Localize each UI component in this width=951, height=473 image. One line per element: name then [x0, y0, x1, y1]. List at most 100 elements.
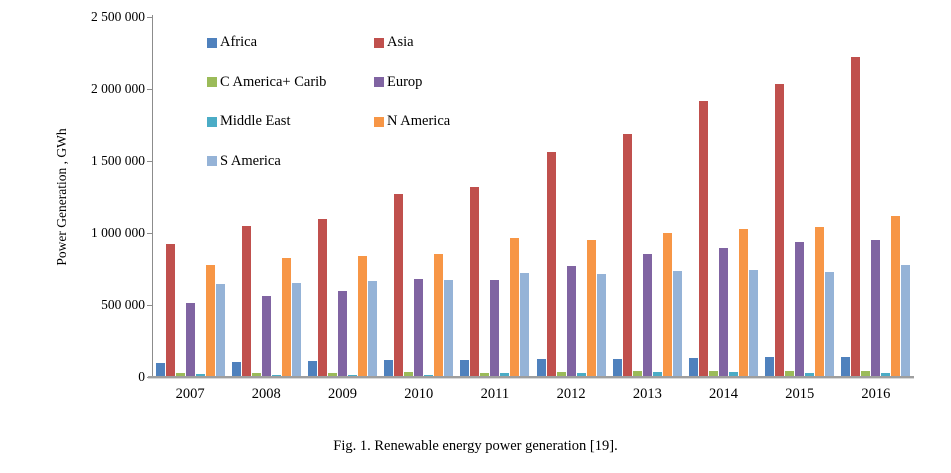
- bar-europ-2014: [719, 248, 729, 377]
- x-axis-labels: 2007 2008 2009 2010 2011 2012 2013 2014 2015 2016: [152, 386, 914, 403]
- bar-europ-2016: [871, 240, 881, 377]
- y-tick-mark: [147, 17, 153, 18]
- legend-item-n-america: N America: [374, 113, 594, 130]
- legend-swatch-s-america: [207, 156, 217, 166]
- bar-s-america-2010: [444, 279, 454, 377]
- bar-africa-2013: [612, 358, 622, 377]
- bar-middle-east-2016: [881, 372, 891, 377]
- bar-group-2012: [533, 17, 609, 377]
- bar-middle-east-2013: [652, 372, 662, 377]
- bar-n-america-2015: [815, 227, 825, 377]
- bar-asia-2011: [470, 186, 480, 377]
- bar-c-america-carib-2013: [632, 370, 642, 377]
- bar-middle-east-2008: [271, 374, 281, 377]
- bar-group-2014: [685, 17, 761, 377]
- bar-middle-east-2015: [805, 373, 815, 377]
- legend: Africa Asia C America+ Carib Europ Middle Ea…: [207, 34, 594, 192]
- bar-middle-east-2014: [729, 371, 739, 377]
- bar-n-america-2016: [891, 215, 901, 377]
- bar-c-america-carib-2012: [556, 371, 566, 377]
- legend-swatch-europ: [374, 77, 384, 87]
- x-tick-label-2011: 2011: [480, 386, 510, 402]
- bar-europ-2010: [414, 279, 424, 377]
- y-axis-line: [152, 15, 153, 377]
- bar-africa-2010: [384, 360, 394, 377]
- bar-middle-east-2011: [500, 373, 510, 377]
- bar-asia-2015: [775, 83, 785, 377]
- bar-asia-2016: [851, 57, 861, 377]
- bar-asia-2007: [165, 243, 175, 377]
- bar-c-america-carib-2011: [480, 372, 490, 377]
- legend-swatch-middle-east: [207, 116, 217, 127]
- legend-item-middle-east: Middle East: [207, 113, 374, 130]
- legend-swatch-n-america: [374, 116, 384, 127]
- bar-middle-east-2007: [195, 373, 205, 377]
- bar-middle-east-2012: [576, 373, 586, 377]
- bar-n-america-2008: [281, 258, 291, 377]
- y-tick-mark: [147, 305, 153, 306]
- bar-s-america-2008: [291, 283, 301, 377]
- legend-label: Asia: [387, 34, 414, 50]
- bar-africa-2007: [155, 362, 165, 377]
- bar-africa-2015: [765, 357, 775, 377]
- legend-swatch-africa: [207, 37, 217, 48]
- bar-n-america-2012: [586, 240, 596, 377]
- y-tick-label: 1 000 000: [91, 225, 145, 240]
- bar-group-2008: [228, 17, 304, 377]
- bar-s-america-2009: [368, 281, 377, 377]
- bar-europ-2007: [185, 302, 195, 377]
- bar-s-america-2013: [672, 271, 682, 377]
- x-tick-label-2007: 2007: [175, 386, 205, 402]
- legend-item-europ: Europ: [374, 74, 594, 91]
- legend-label: S America: [220, 152, 281, 169]
- bar-group-2015: [762, 17, 838, 377]
- x-axis-line: [148, 376, 914, 379]
- bar-africa-2016: [841, 356, 851, 377]
- bar-africa-2011: [460, 360, 470, 377]
- bar-asia-2010: [394, 194, 404, 377]
- bar-africa-2012: [536, 359, 546, 377]
- bar-group-2011: [457, 17, 533, 377]
- legend-item-s-america: S America: [207, 153, 374, 170]
- legend-item-asia: Asia: [374, 34, 594, 51]
- bar-europ-2009: [338, 291, 347, 377]
- x-tick-label-2016: 2016: [861, 386, 891, 402]
- bar-s-america-2007: [215, 284, 225, 377]
- legend-item-africa: Africa: [207, 34, 374, 51]
- legend-item-c-america-carib: C America+ Carib: [207, 74, 374, 91]
- bar-asia-2009: [318, 218, 327, 377]
- y-tick-mark: [147, 89, 153, 90]
- bar-europ-2011: [490, 279, 500, 377]
- bar-group-2010: [381, 17, 457, 377]
- legend-label: N America: [387, 113, 451, 129]
- y-tick-label: 0: [138, 369, 145, 384]
- legend-label: Africa: [220, 34, 258, 50]
- bar-c-america-carib-2007: [175, 373, 185, 377]
- bar-group-2009: [304, 17, 380, 377]
- y-tick-label: 2 000 000: [91, 81, 145, 96]
- y-tick-mark: [147, 161, 153, 162]
- bar-s-america-2014: [749, 270, 759, 377]
- bar-n-america-2007: [205, 265, 215, 377]
- bar-c-america-carib-2014: [709, 370, 719, 377]
- y-tick-mark: [147, 233, 153, 234]
- y-axis-title: Power Generation , GWh: [54, 128, 69, 266]
- bar-s-america-2016: [901, 264, 911, 377]
- legend-label: C America+ Carib: [220, 73, 327, 90]
- figure-caption: Fig. 1. Renewable energy power generatio…: [333, 438, 618, 454]
- legend-label: Europ: [387, 73, 423, 90]
- bar-n-america-2013: [662, 233, 672, 377]
- y-tick-label: 2 500 000: [91, 9, 145, 24]
- bar-n-america-2009: [358, 256, 367, 377]
- bar-asia-2008: [241, 225, 251, 377]
- bar-africa-2009: [308, 361, 317, 377]
- x-tick-label-2008: 2008: [251, 386, 281, 402]
- bar-n-america-2014: [739, 228, 749, 377]
- bar-europ-2013: [642, 253, 652, 377]
- bar-middle-east-2010: [424, 374, 434, 377]
- x-tick-label-2009: 2009: [328, 386, 357, 402]
- bar-s-america-2012: [596, 274, 606, 377]
- bar-s-america-2015: [825, 271, 835, 377]
- legend-swatch-c-america-carib: [207, 77, 217, 87]
